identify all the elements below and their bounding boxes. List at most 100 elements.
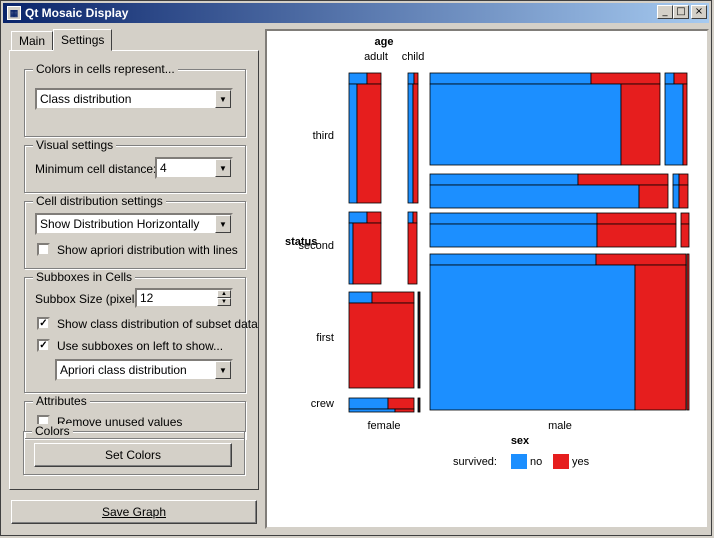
mosaic-cells [348,72,690,413]
colors-represent-select[interactable]: Class distribution ▼ [35,88,233,110]
settings-tab-pane: Colors in cells represent... Class distr… [9,50,259,490]
cell-second-male-adult-yes [638,184,669,209]
spinbox-value: 12 [140,291,154,305]
cell-third2-male-adult-subbox-yes [596,212,677,225]
subbox-size-spinbox[interactable]: 12 ▲ ▼ [135,288,233,308]
cell-second-female-adult-yes [352,222,382,285]
left-value-first: first [316,332,334,344]
cell-second-female-adult-no [348,222,354,285]
cell-third-female-child-yes [412,83,419,204]
chevron-down-icon[interactable]: ▼ [215,361,231,379]
cell-third2-male-adult-no [429,223,598,248]
cell-third-male-adult-no [429,83,622,166]
spin-up-icon[interactable]: ▲ [217,290,231,298]
set-colors-button[interactable]: Set Colors [34,443,232,467]
title-bar[interactable]: ▦ Qt Mosaic Display _ □ × [3,3,709,23]
use-subboxes-label: Use subboxes on left to show... [57,339,224,353]
show-class-distribution-checkbox[interactable]: ✓ [37,317,50,330]
cell-first-male-child-subbox-yes [680,212,690,225]
tab-bar: Main Settings [11,29,113,51]
left-value-crew: crew [311,398,334,410]
cell-first-female-adult-subbox-yes [371,291,415,304]
close-icon: × [694,6,704,17]
cell-second-male-adult-subbox-yes [577,173,669,186]
cell-first-male-adult-subbox-yes [595,253,687,266]
group-title: Attributes [33,394,90,408]
group-title: Cell distribution settings [33,194,166,208]
select-value: 4 [160,161,167,175]
visual-settings-group: Visual settings Minimum cell distance: 4… [24,138,246,193]
group-title: Subboxes in Cells [33,270,136,284]
left-attribute-label: status [285,236,317,248]
save-graph-button[interactable]: Save Graph [11,500,257,524]
cell-second-female-child-subbox-no [407,211,414,224]
apriori-lines-checkbox[interactable] [37,243,50,256]
tab-main[interactable]: Main [11,31,54,51]
chevron-down-icon[interactable]: ▼ [215,90,231,108]
show-class-distribution-label: Show class distribution of subset data [57,317,258,331]
tab-settings[interactable]: Settings [53,29,113,51]
cell-crew-female-adult-no [348,408,396,413]
cell-second-male-child-yes [678,184,689,209]
top-value-adult: adult [364,51,388,63]
subbox-mode-select[interactable]: Apriori class distribution ▼ [55,359,233,381]
close-button[interactable]: × [691,5,707,19]
cell-crew-female-adult-yes [394,408,415,413]
spin-down-icon[interactable]: ▼ [217,298,231,306]
remove-unused-label: Remove unused values [57,415,183,429]
min-cell-distance-label: Minimum cell distance: [35,162,157,176]
maximize-button[interactable]: □ [673,5,689,19]
cell-third-female-adult-subbox-yes [366,72,382,85]
legend-swatch-no [511,454,527,469]
cell-third-male-adult-yes [620,83,661,166]
cell-third-female-child-subbox-yes [413,72,419,85]
cell-second-male-adult-subbox-no [429,173,579,186]
cell-first-female-adult-subbox-no [348,291,373,304]
cell-crew-female-child-yes [418,397,421,413]
group-title: Colors [32,424,73,438]
mosaic-canvas: age adult child status third second firs… [265,29,709,529]
cell-third-male-child-no [664,83,684,166]
minimize-button[interactable]: _ [657,5,673,19]
cell-third-female-adult-no [348,83,358,204]
cell-first-male-adult-yes [634,264,687,411]
distribution-direction-select[interactable]: Show Distribution Horizontally ▼ [35,213,233,235]
cell-second-female-adult-subbox-no [348,211,368,224]
use-subboxes-checkbox[interactable]: ✓ [37,339,50,352]
cell-crew-female-adult-subbox-yes [387,397,415,410]
bottom-value-female: female [367,420,400,432]
mosaic-plot: age adult child status third second firs… [285,36,690,469]
left-value-third: third [313,130,334,142]
top-value-child: child [402,51,425,63]
cell-first-male-adult-no [429,264,636,411]
cell-first-female-child-yes [418,291,421,389]
cell-first-female-adult-yes [348,302,415,389]
colors-group: Colors Set Colors [23,424,245,475]
cell-third-male-child-subbox-no [664,72,675,85]
apriori-lines-label: Show apriori distribution with lines [57,243,238,257]
subbox-size-label: Subbox Size (pixels): [35,292,148,306]
cell-second-male-child-no [672,184,680,209]
cell-second-male-adult-no [429,184,640,209]
min-cell-distance-select[interactable]: 4 ▼ [155,157,233,179]
settings-panel: Main Settings Colors in cells represent.… [9,29,261,493]
cell-third-female-child-no [407,83,414,204]
cell-third-male-adult-subbox-no [429,72,592,85]
select-value: Show Distribution Horizontally [40,217,200,231]
cell-second-male-child-subbox-no [672,173,680,186]
legend-title: survived: [453,456,497,468]
select-value: Class distribution [40,92,132,106]
cell-third-female-child-subbox-no [407,72,415,85]
cell-crew-female-adult-subbox-no [348,397,389,410]
bottom-value-male: male [548,420,572,432]
cell-second-female-child-subbox-yes [412,211,418,224]
window-title: Qt Mosaic Display [25,6,129,20]
chevron-down-icon[interactable]: ▼ [215,215,231,233]
cell-first-male-child-yes [680,223,690,248]
group-title: Colors in cells represent... [33,62,178,76]
maximize-icon: □ [676,6,686,17]
cell-second-female-adult-subbox-yes [366,211,382,224]
chevron-down-icon[interactable]: ▼ [215,159,231,177]
legend-label-no: no [530,456,542,468]
